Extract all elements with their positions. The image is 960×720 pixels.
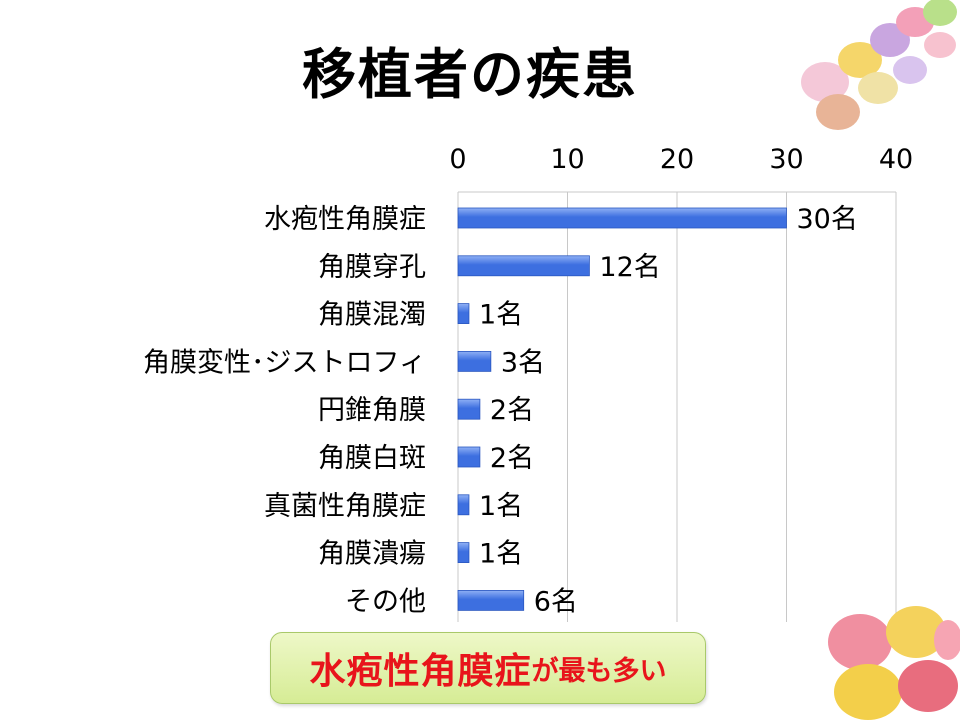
data-label: 2名: [490, 443, 534, 474]
callout-emphasis: 水疱性角膜症: [309, 651, 532, 692]
bar: [457, 542, 470, 563]
bar: [457, 207, 787, 229]
candy-egg: [816, 94, 860, 130]
slide-title: 移植者の疾患: [302, 43, 638, 106]
data-label: 12名: [599, 252, 660, 283]
x-tick-label: 10: [550, 144, 584, 175]
x-tick-label: 30: [769, 144, 803, 175]
callout-box: 水疱性角膜症 が最も多い: [270, 632, 706, 704]
data-label: 6名: [534, 586, 578, 617]
bar: [457, 590, 525, 611]
candy-egg: [934, 620, 960, 660]
category-label: 角膜混濁: [318, 300, 426, 331]
candy-egg: [893, 56, 927, 84]
x-tick-label: 0: [449, 144, 466, 175]
bar: [457, 255, 590, 277]
category-label: 円錐角膜: [318, 395, 426, 426]
category-label: 真菌性角膜症: [264, 491, 426, 522]
data-label: 3名: [501, 347, 545, 378]
data-label: 1名: [479, 491, 523, 522]
data-label: 1名: [479, 539, 523, 570]
candy-egg: [886, 606, 946, 658]
category-label: その他: [345, 586, 426, 617]
candy-egg: [923, 0, 957, 26]
candy-egg: [898, 660, 958, 712]
data-label: 2名: [490, 395, 534, 426]
bar: [457, 494, 470, 516]
category-label: 角膜白斑: [318, 443, 426, 474]
candy-eggs-top-right: [801, 0, 957, 130]
bar: [457, 446, 481, 468]
callout-rest: が最も多い: [531, 655, 667, 687]
bar: [457, 398, 481, 420]
bar: [457, 303, 470, 325]
category-label: 角膜変性･ジストロフィ: [143, 347, 426, 378]
candy-eggs-bottom-right: [828, 606, 960, 720]
bar: [457, 350, 492, 372]
category-label: 水疱性角膜症: [264, 204, 426, 235]
data-label: 30名: [797, 204, 858, 235]
category-label: 角膜穿孔: [318, 252, 426, 283]
category-label: 角膜潰瘍: [318, 539, 426, 570]
candy-egg: [924, 32, 956, 58]
data-label: 1名: [479, 300, 523, 331]
candy-egg: [838, 42, 882, 78]
candy-egg: [828, 614, 892, 670]
candy-egg: [858, 72, 898, 104]
x-tick-label: 40: [879, 144, 913, 175]
candy-egg: [870, 23, 910, 57]
candy-egg: [834, 664, 902, 720]
x-tick-label: 20: [660, 144, 694, 175]
candy-egg: [801, 62, 849, 102]
